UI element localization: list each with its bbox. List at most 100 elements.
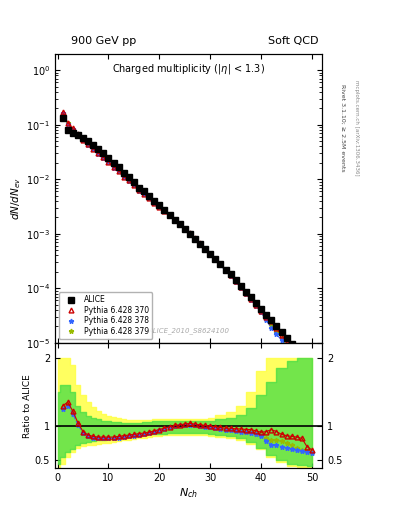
Pythia 6.428 379 [218, 262, 223, 268]
ALICE [279, 329, 284, 335]
ALICE [121, 170, 126, 176]
Pythia 6.428 378 [279, 337, 284, 343]
Pythia 6.428 370 [284, 339, 289, 345]
ALICE [96, 146, 101, 152]
Pythia 6.428 379 [294, 356, 299, 362]
Pythia 6.428 378 [147, 195, 152, 201]
Pythia 6.428 379 [127, 178, 131, 184]
Line: Pythia 6.428 370: Pythia 6.428 370 [60, 110, 314, 381]
ALICE [167, 212, 172, 218]
Pythia 6.428 378 [294, 357, 299, 363]
Pythia 6.428 370 [132, 182, 136, 188]
Pythia 6.428 370 [167, 212, 172, 219]
ALICE [259, 306, 264, 312]
Pythia 6.428 370 [259, 308, 264, 314]
Pythia 6.428 379 [162, 208, 167, 214]
Pythia 6.428 378 [65, 121, 70, 127]
Pythia 6.428 378 [203, 246, 208, 252]
Legend: ALICE, Pythia 6.428 370, Pythia 6.428 378, Pythia 6.428 379: ALICE, Pythia 6.428 370, Pythia 6.428 37… [59, 292, 152, 339]
Text: ALICE_2010_S8624100: ALICE_2010_S8624100 [148, 327, 229, 334]
Pythia 6.428 370 [208, 251, 213, 257]
ALICE [137, 185, 141, 191]
Pythia 6.428 378 [167, 212, 172, 219]
Pythia 6.428 378 [198, 241, 202, 247]
ALICE [65, 127, 70, 133]
Pythia 6.428 379 [269, 323, 274, 329]
Pythia 6.428 379 [132, 182, 136, 188]
ALICE [127, 174, 131, 180]
Pythia 6.428 379 [142, 191, 147, 197]
Pythia 6.428 378 [81, 137, 85, 143]
Line: Pythia 6.428 378: Pythia 6.428 378 [60, 111, 314, 383]
Pythia 6.428 370 [121, 174, 126, 180]
Pythia 6.428 379 [111, 164, 116, 170]
Pythia 6.428 378 [127, 178, 131, 184]
Pythia 6.428 370 [177, 221, 182, 227]
Pythia 6.428 378 [233, 279, 238, 285]
Pythia 6.428 379 [81, 137, 85, 143]
ALICE [264, 311, 269, 317]
Pythia 6.428 378 [132, 182, 136, 188]
Pythia 6.428 378 [60, 110, 65, 116]
ALICE [233, 277, 238, 283]
Pythia 6.428 379 [249, 296, 253, 303]
Pythia 6.428 379 [65, 120, 70, 126]
Pythia 6.428 370 [254, 302, 259, 308]
Pythia 6.428 378 [259, 309, 264, 315]
ALICE [111, 160, 116, 166]
ALICE [244, 288, 248, 294]
ALICE [269, 317, 274, 323]
Pythia 6.428 378 [274, 331, 279, 337]
Pythia 6.428 379 [157, 204, 162, 210]
Pythia 6.428 370 [157, 204, 162, 210]
Y-axis label: $dN/dN_{ev}$: $dN/dN_{ev}$ [9, 177, 23, 220]
Pythia 6.428 378 [106, 159, 111, 165]
Pythia 6.428 370 [65, 120, 70, 126]
Pythia 6.428 379 [239, 285, 243, 291]
Pythia 6.428 379 [75, 131, 80, 137]
Pythia 6.428 378 [284, 345, 289, 351]
Pythia 6.428 370 [127, 177, 131, 183]
ALICE [239, 283, 243, 289]
Pythia 6.428 370 [289, 345, 294, 351]
Pythia 6.428 370 [60, 109, 65, 115]
ALICE [305, 360, 309, 366]
Pythia 6.428 378 [254, 303, 259, 309]
Pythia 6.428 370 [101, 154, 106, 160]
Pythia 6.428 378 [244, 291, 248, 297]
Pythia 6.428 379 [60, 110, 65, 116]
Pythia 6.428 370 [75, 131, 80, 137]
Pythia 6.428 370 [86, 141, 90, 147]
ALICE [254, 300, 259, 306]
Pythia 6.428 378 [213, 257, 218, 263]
ALICE [294, 347, 299, 353]
ALICE [152, 198, 157, 204]
Pythia 6.428 370 [116, 167, 121, 174]
Pythia 6.428 379 [223, 267, 228, 273]
Line: ALICE: ALICE [60, 116, 315, 372]
Pythia 6.428 379 [274, 329, 279, 335]
Pythia 6.428 378 [228, 273, 233, 279]
ALICE [147, 193, 152, 199]
Pythia 6.428 379 [244, 290, 248, 296]
Text: Charged multiplicity ($|\eta|$ < 1.3): Charged multiplicity ($|\eta|$ < 1.3) [112, 62, 265, 76]
Pythia 6.428 378 [187, 230, 192, 237]
Pythia 6.428 378 [152, 200, 157, 206]
Pythia 6.428 379 [228, 272, 233, 279]
Pythia 6.428 379 [70, 126, 75, 132]
Pythia 6.428 378 [239, 285, 243, 291]
Pythia 6.428 370 [182, 226, 187, 232]
Pythia 6.428 379 [137, 187, 141, 194]
Text: Rivet 3.1.10; ≥ 2.5M events: Rivet 3.1.10; ≥ 2.5M events [340, 84, 345, 172]
Y-axis label: Ratio to ALICE: Ratio to ALICE [23, 374, 32, 438]
Pythia 6.428 378 [172, 217, 177, 223]
Pythia 6.428 378 [142, 191, 147, 198]
ALICE [223, 267, 228, 273]
Pythia 6.428 378 [75, 132, 80, 138]
X-axis label: $N_{ch}$: $N_{ch}$ [179, 486, 198, 500]
Pythia 6.428 379 [264, 316, 269, 323]
Pythia 6.428 378 [96, 151, 101, 157]
Pythia 6.428 379 [233, 279, 238, 285]
Pythia 6.428 370 [279, 332, 284, 338]
Pythia 6.428 379 [167, 212, 172, 219]
